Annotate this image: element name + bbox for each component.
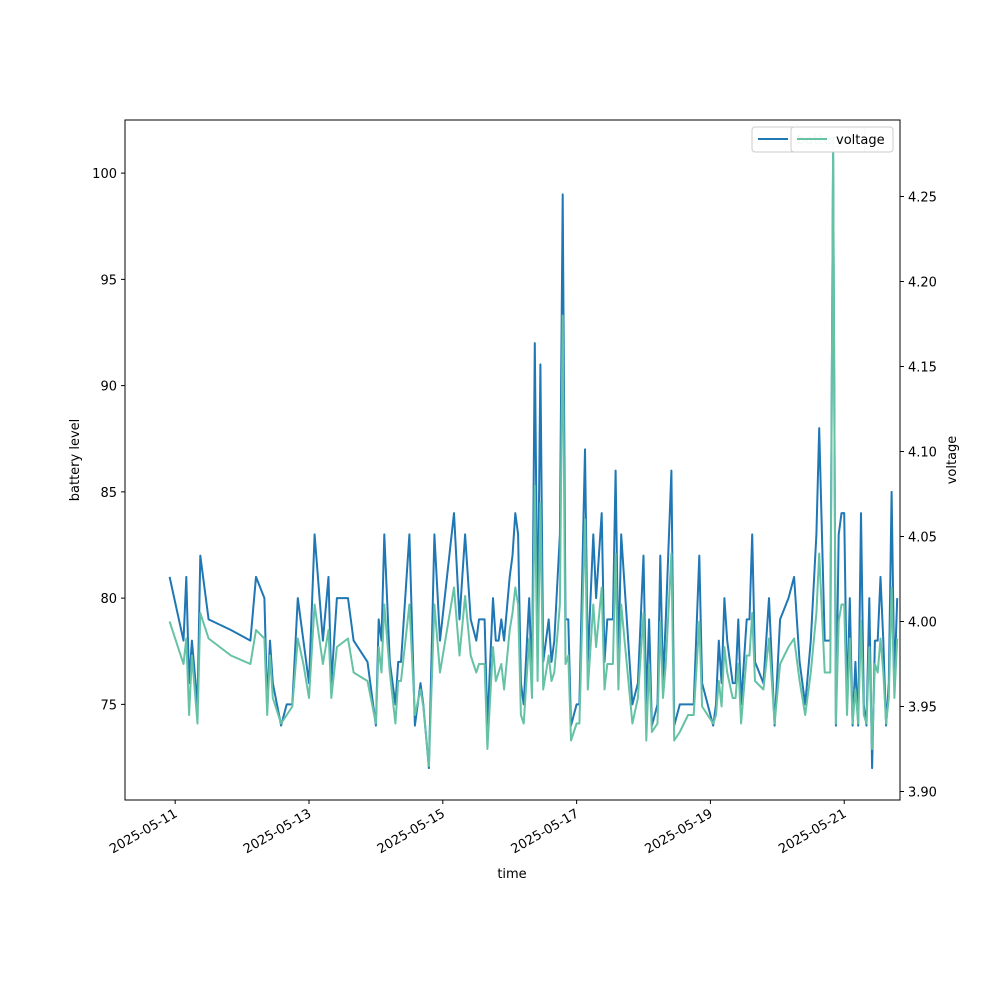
plot-frame bbox=[124, 119, 901, 801]
series-line-battery bbox=[168, 150, 899, 770]
legend-voltage: voltage bbox=[790, 126, 894, 153]
left-y-tick-label: 90 bbox=[100, 380, 117, 395]
right-y-axis-ticks: 3.90 3.95 4.00 4.05 4.10 4.15 4.20 4.25 bbox=[900, 191, 937, 801]
right-y-tick-label: 4.15 bbox=[908, 361, 937, 376]
left-y-tick-label: 95 bbox=[100, 273, 117, 288]
legend-voltage-label: voltage bbox=[836, 133, 885, 148]
left-y-tick-label: 85 bbox=[100, 486, 117, 501]
right-y-tick-label: 4.05 bbox=[908, 531, 937, 546]
legend-voltage-frame bbox=[790, 126, 894, 153]
left-y-tick-label: 75 bbox=[100, 698, 117, 713]
right-y-tick-label: 4.10 bbox=[908, 446, 937, 461]
left-y-tick-label: 80 bbox=[100, 592, 117, 607]
series-line-voltage bbox=[168, 144, 899, 767]
right-y-tick-label: 3.95 bbox=[908, 701, 937, 716]
x-axis-title: time bbox=[497, 867, 526, 882]
right-y-tick-label: 4.25 bbox=[908, 191, 937, 206]
right-y-tick-label: 3.90 bbox=[908, 786, 937, 801]
left-y-axis-title: battery level bbox=[68, 419, 83, 502]
right-y-tick-label: 4.20 bbox=[908, 276, 937, 291]
right-y-axis-title: voltage bbox=[945, 436, 960, 485]
left-y-tick-label: 100 bbox=[92, 167, 117, 182]
series-layer bbox=[168, 144, 899, 770]
left-y-axis-ticks: 75 80 85 90 95 100 bbox=[92, 167, 125, 713]
right-y-tick-label: 4.00 bbox=[908, 616, 937, 631]
